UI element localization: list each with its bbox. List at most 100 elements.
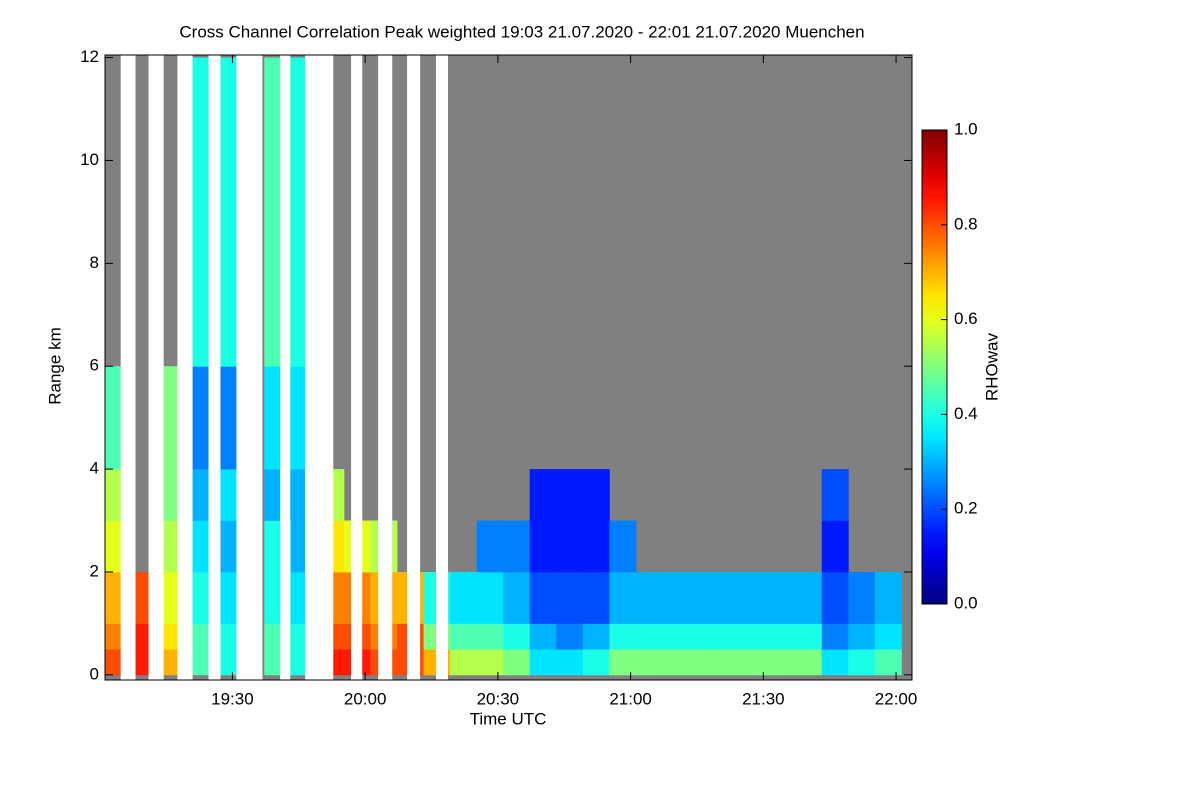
heatmap-cell [556,469,584,521]
x-tick-label: 19:30 [211,689,254,708]
heatmap-cell [821,520,849,573]
y-tick-label: 4 [90,459,99,478]
heatmap-cell [556,571,584,624]
y-tick-label: 0 [90,664,99,683]
heatmap-cell [609,623,637,650]
heatmap-cell [662,623,690,650]
heatmap-cell [768,623,796,650]
heatmap-cell [529,571,557,624]
heatmap-cell [742,649,770,676]
data-gap [305,55,334,680]
heatmap-cell [582,469,610,521]
y-tick-label: 10 [80,150,99,169]
colorbar-tick-label: 0.4 [954,404,978,423]
heatmap-cell [848,571,876,624]
heatmap-cell [715,571,743,624]
heatmap-cell [450,623,478,650]
heatmap-cell [476,520,504,573]
heatmap-cell [742,623,770,650]
heatmap-cell [689,571,716,624]
heatmap-cell [715,623,743,650]
heatmap-cell [768,649,796,676]
heatmap-cell [689,623,716,650]
heatmap-cell [874,623,902,650]
y-tick-label: 2 [90,561,99,580]
colorbar-tick-label: 0.0 [954,593,978,612]
data-gap [378,55,393,680]
x-tick-label: 21:30 [742,689,785,708]
x-tick-label: 21:00 [609,689,652,708]
data-gap [177,55,193,680]
heatmap-cell [795,571,823,624]
heatmap-cell [529,469,557,521]
heatmap-cell [503,649,531,676]
plot-frame [104,54,913,681]
data-gap [148,55,164,680]
heatmap-cell [821,571,849,624]
heatmap-cell [529,649,557,676]
heatmap-cell [556,623,584,650]
heatmap-cell [821,623,849,650]
data-gap [436,55,448,680]
colorbar-label: RHOwav [982,332,1001,401]
heatmap-cell [503,520,531,573]
data-gap [280,55,291,680]
data-gap [208,55,221,680]
y-tick-label: 12 [80,47,99,66]
x-tick-label: 22:00 [875,689,918,708]
heatmap-cell [768,571,796,624]
heatmap-cell [476,571,504,624]
heatmap-cell [503,571,531,624]
heatmap-cell [662,571,690,624]
heatmap-cell [476,649,504,676]
data-gap [236,55,263,680]
heatmap-cell [742,571,770,624]
colorbar-tick-label: 0.8 [954,214,978,233]
y-tick-label: 8 [90,253,99,272]
colorbar-tick-label: 0.6 [954,309,978,328]
heatmap-cell [609,571,637,624]
x-axis-label: Time UTC [470,709,547,728]
heatmap-cell [874,649,902,676]
colorbar-tick-label: 0.2 [954,499,978,518]
heatmap-cell [848,623,876,650]
heatmap-cell [503,623,531,650]
colorbar-tick-label: 1.0 [954,119,978,138]
heatmap-cell [662,649,690,676]
heatmap-cell [476,623,504,650]
colorbar [921,129,948,605]
heatmap-cell [582,649,610,676]
heatmap-cell [582,623,610,650]
data-gap [407,55,421,680]
y-tick-label: 6 [90,356,99,375]
heatmap-cell [635,571,663,624]
heatmap-cell [848,649,876,676]
heatmap-cell [715,649,743,676]
y-axis-label: Range km [45,327,64,404]
heatmap-cell [609,649,637,676]
x-tick-label: 20:30 [477,689,520,708]
heatmap-cell [556,649,584,676]
x-tick-label: 20:00 [344,689,387,708]
heatmap-cell [821,469,849,521]
heatmap-cell [450,649,478,676]
heatmap-cell [635,649,663,676]
heatmap-cell [609,520,637,573]
data-gap [120,55,136,680]
heatmap-cell [689,649,716,676]
heatmap-cell [821,649,849,676]
data-gap [351,55,363,680]
heatmap-cell [874,571,902,624]
heatmap-cell [529,520,557,573]
chart-title: Cross Channel Correlation Peak weighted … [179,22,864,41]
heatmap-cell [582,520,610,573]
heatmap-cell [450,571,478,624]
heatmap-cell [795,623,823,650]
heatmap-cell [582,571,610,624]
heatmap-cell [529,623,557,650]
heatmap-cell [556,520,584,573]
heatmap-cell [635,623,663,650]
heatmap-cell [795,649,823,676]
